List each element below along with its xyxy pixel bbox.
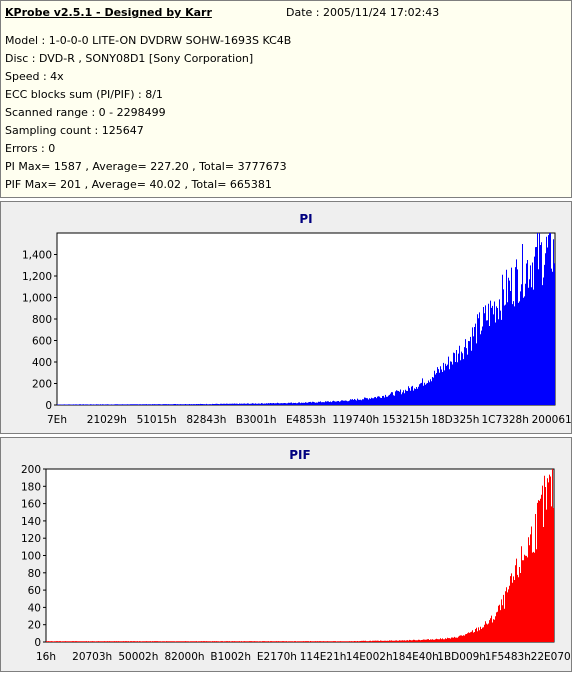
pif-xtick-label: 16h bbox=[36, 651, 56, 663]
pif-ytick-label: 140 bbox=[21, 516, 41, 528]
pi-bars bbox=[57, 233, 555, 405]
app-title: KProbe v2.5.1 - Designed by Karr bbox=[5, 6, 212, 19]
pif-xtick-label: 50002h bbox=[118, 651, 158, 663]
pif-xtick-label: B1002h bbox=[210, 651, 251, 663]
info-line-model: Model : 1-0-0-0 LITE-ON DVDRW SOHW-1693S… bbox=[5, 34, 292, 47]
pi-ytick-label: 1,000 bbox=[22, 293, 52, 305]
pif-xtick-label: 82000h bbox=[165, 651, 205, 663]
info-line-sampling: Sampling count : 125647 bbox=[5, 124, 144, 137]
pif-xtick-label: 1F5483h bbox=[485, 651, 531, 663]
pif-ytick-label: 60 bbox=[28, 585, 41, 597]
pi-ytick-label: 400 bbox=[32, 357, 52, 369]
pi-xtick-label: 153215h bbox=[382, 414, 429, 426]
pif-xtick-label: 20703h bbox=[72, 651, 112, 663]
pif-chart-panel: PIF 0 20 40 60 80 100 120 140 160 180 200 16h 20703h 5… bbox=[0, 437, 572, 672]
pif-series bbox=[46, 469, 554, 642]
pif-xtick-label: 22E070h bbox=[531, 651, 571, 663]
pi-xtick-label: 200061h bbox=[532, 414, 571, 426]
pi-ytick-label: 1,200 bbox=[22, 271, 52, 283]
pi-xtick-label: E4853h bbox=[286, 414, 326, 426]
info-line-pif-stats: PIF Max= 201 , Average= 40.02 , Total= 6… bbox=[5, 178, 272, 191]
pif-ytick-label: 100 bbox=[21, 551, 41, 563]
pi-ytick-label: 1,400 bbox=[22, 250, 52, 262]
info-line-disc: Disc : DVD-R , SONY08D1 [Sony Corporatio… bbox=[5, 52, 254, 65]
pif-ytick-label: 180 bbox=[21, 481, 41, 493]
pi-xtick-label: 82843h bbox=[186, 414, 226, 426]
pif-ytick-label: 200 bbox=[21, 464, 41, 476]
pi-ytick-label: 800 bbox=[32, 314, 52, 326]
pi-xtick-label: 7Eh bbox=[47, 414, 67, 426]
info-line-range: Scanned range : 0 - 2298499 bbox=[5, 106, 166, 119]
pif-xtick-label: E2170h bbox=[257, 651, 297, 663]
info-line-speed: Speed : 4x bbox=[5, 70, 64, 83]
pi-chart-title: PI bbox=[299, 212, 312, 226]
pi-xtick-label: 18D325h bbox=[431, 414, 479, 426]
pif-xtick-label: 14E002h bbox=[346, 651, 393, 663]
info-line-ecc: ECC blocks sum (PI/PIF) : 8/1 bbox=[5, 88, 163, 101]
pif-chart: PIF 0 20 40 60 80 100 120 140 160 180 200 16h 20703h 5… bbox=[21, 448, 572, 663]
pi-xtick-label: 51015h bbox=[137, 414, 177, 426]
pif-ytick-label: 160 bbox=[21, 499, 41, 511]
pif-ytick-label: 0 bbox=[34, 637, 41, 649]
pif-ytick-label: 80 bbox=[28, 568, 41, 580]
pif-plot-area bbox=[45, 468, 555, 643]
pi-chart: PI 0 200 400 600 800 1,000 1,200 1,400 7Eh 21029h 5… bbox=[22, 212, 572, 426]
pif-ytick-label: 120 bbox=[21, 533, 41, 545]
info-line-pi-stats: PI Max= 1587 , Average= 227.20 , Total= … bbox=[5, 160, 287, 173]
pi-xtick-label: 1C7328h bbox=[482, 414, 529, 426]
pi-series bbox=[57, 233, 555, 405]
pi-ytick-label: 600 bbox=[32, 336, 52, 348]
pif-ytick-label: 40 bbox=[28, 602, 41, 614]
pi-chart-panel: PI 0 200 400 600 800 1,000 1,200 1,400 7Eh 21029h 5… bbox=[0, 201, 572, 434]
pif-xtick-label: 184E40h bbox=[392, 651, 439, 663]
pi-xtick-label: 119740h bbox=[332, 414, 379, 426]
info-panel: KProbe v2.5.1 - Designed by Karr Date : … bbox=[0, 0, 572, 198]
pif-chart-title: PIF bbox=[289, 448, 310, 462]
pi-ytick-label: 0 bbox=[45, 400, 52, 412]
pif-ytick-label: 20 bbox=[28, 620, 41, 632]
pif-xtick-label: 1BD009h bbox=[437, 651, 486, 663]
pi-ytick-label: 200 bbox=[32, 379, 52, 391]
pif-xtick-label: 114E21h bbox=[300, 651, 347, 663]
scan-date: Date : 2005/11/24 17:02:43 bbox=[286, 6, 440, 19]
pi-xtick-label: 21029h bbox=[87, 414, 127, 426]
info-line-errors: Errors : 0 bbox=[5, 142, 56, 155]
pi-xtick-label: B3001h bbox=[236, 414, 277, 426]
pif-bars bbox=[46, 469, 554, 642]
